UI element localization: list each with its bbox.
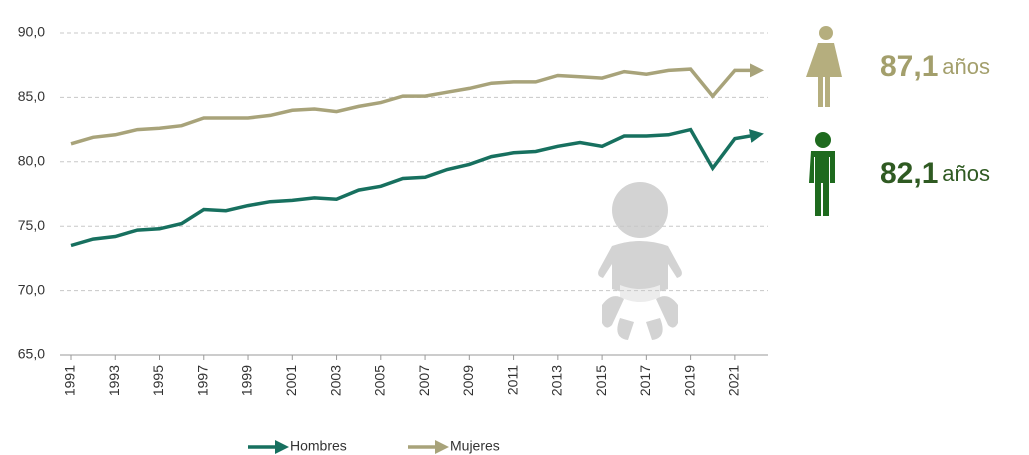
annotation-unit: años	[942, 54, 990, 79]
x-tick-label: 2021	[726, 365, 742, 396]
woman-icon	[806, 26, 842, 107]
annotation-value: 82,1	[880, 157, 938, 190]
annotation: 82,1 años	[880, 157, 990, 190]
x-tick-label: 2013	[549, 365, 565, 396]
x-tick-label: 2017	[637, 365, 653, 396]
legend-label: Mujeres	[450, 438, 500, 454]
x-tick-label: 1995	[150, 365, 166, 396]
x-tick-label: 2005	[372, 365, 388, 396]
series-line	[70, 127, 764, 248]
y-tick-label: 65,0	[18, 346, 45, 362]
x-tick-label: 2019	[681, 365, 697, 396]
x-tick-label: 2009	[460, 365, 476, 396]
y-tick-label: 70,0	[18, 281, 45, 297]
y-tick-label: 85,0	[18, 88, 45, 104]
y-tick-label: 90,0	[18, 24, 45, 40]
x-tick-label: 2011	[504, 365, 520, 395]
x-tick-label: 1993	[106, 365, 122, 396]
x-tick-label: 2007	[416, 365, 432, 396]
annotation-unit: años	[942, 161, 990, 186]
annotation: 87,1 años	[880, 50, 990, 83]
y-tick-label: 75,0	[18, 217, 45, 233]
man-icon	[809, 132, 835, 216]
x-tick-label: 1999	[239, 365, 255, 396]
x-tick-label: 1991	[62, 365, 78, 396]
x-tick-label: 2003	[327, 365, 343, 396]
x-tick-label: 2001	[283, 365, 299, 396]
annotation-value: 87,1	[880, 50, 938, 83]
baby-icon	[598, 182, 682, 340]
legend-label: Hombres	[290, 438, 347, 454]
series-line	[70, 63, 764, 146]
x-tick-label: 2015	[593, 365, 609, 396]
x-tick-label: 1997	[194, 365, 210, 396]
y-tick-label: 80,0	[18, 153, 45, 169]
